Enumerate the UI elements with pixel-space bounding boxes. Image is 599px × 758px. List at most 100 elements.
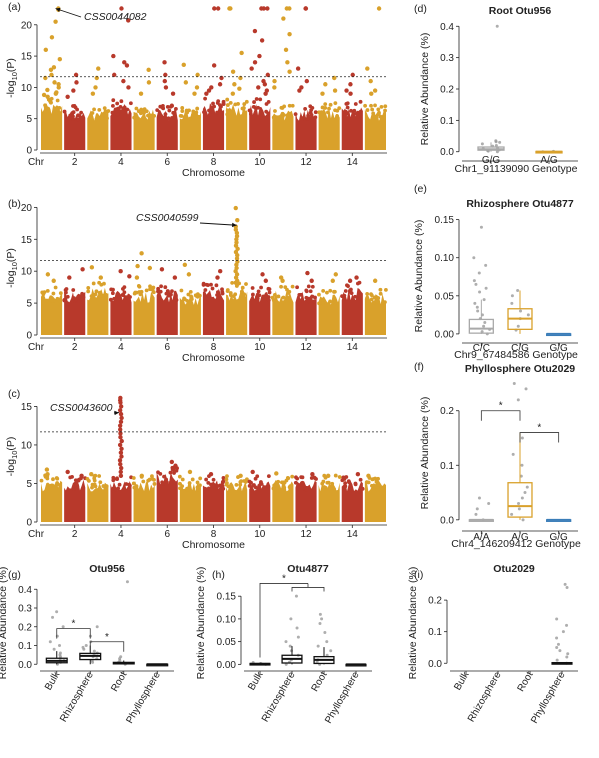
data-point xyxy=(472,279,476,283)
snp-point xyxy=(285,287,289,292)
snp-point xyxy=(124,482,129,486)
snp-point xyxy=(179,288,184,293)
x-axis-label: Chr4_146209412 Genotype xyxy=(451,538,581,550)
snp-point xyxy=(287,103,292,108)
y-label-main: -log xyxy=(5,80,17,98)
snp-point xyxy=(121,106,126,111)
snp-point xyxy=(148,113,153,118)
snp-point xyxy=(249,66,254,71)
data-point xyxy=(320,617,324,621)
data-point xyxy=(498,140,502,144)
snp-point xyxy=(256,105,261,110)
snp-point xyxy=(209,85,214,90)
plot-title: Root Otu956 xyxy=(489,5,552,17)
snp-point xyxy=(304,78,310,84)
snp-point xyxy=(383,108,387,113)
snp-point xyxy=(295,66,301,71)
snp-point xyxy=(281,480,286,485)
snp-point xyxy=(49,72,54,78)
x-tick-label: 14 xyxy=(347,529,359,540)
data-point xyxy=(487,501,491,505)
data-point xyxy=(294,594,298,598)
snp-point xyxy=(212,104,217,109)
snp-point xyxy=(333,299,338,304)
snp-point xyxy=(374,480,379,484)
snp-point xyxy=(158,289,163,294)
annotation-arrowhead xyxy=(114,410,119,416)
snp-point xyxy=(383,104,388,109)
snp-point xyxy=(321,112,326,117)
snp-point xyxy=(180,106,185,110)
snp-point xyxy=(279,284,283,289)
snp-point xyxy=(217,268,223,274)
data-point xyxy=(494,139,498,143)
snp-point xyxy=(358,477,363,482)
snp-point xyxy=(115,101,120,106)
snp-point xyxy=(378,291,383,296)
snp-point xyxy=(52,80,57,85)
snp-point xyxy=(147,265,153,271)
snp-point xyxy=(53,91,59,96)
snp-point xyxy=(335,114,340,118)
snp-point xyxy=(281,295,286,300)
data-point xyxy=(520,436,524,440)
snp-point xyxy=(56,82,61,87)
y-tick-label: 5 xyxy=(26,479,32,490)
snp-point xyxy=(247,483,252,488)
snp-point xyxy=(169,292,173,297)
significance-bracket xyxy=(56,628,91,639)
x-tick-label: 8 xyxy=(211,342,217,353)
y-axis-label: Relative Abundance (%) xyxy=(407,567,419,680)
data-point xyxy=(520,496,524,500)
x-tick-label: A/G xyxy=(511,532,528,543)
chr-body-2 xyxy=(64,479,86,522)
data-point xyxy=(84,644,88,647)
plot-title: Phyllosphere Otu2029 xyxy=(465,363,575,375)
data-point xyxy=(525,485,529,489)
snp-point xyxy=(62,298,67,303)
y-label-tail: (P) xyxy=(5,248,17,262)
snp-point xyxy=(162,78,168,84)
annotation-arrowhead xyxy=(232,222,237,228)
snp-point xyxy=(146,80,152,85)
x-prefix-label: Chr xyxy=(28,342,45,353)
snp-point xyxy=(224,477,229,482)
snp-point xyxy=(86,285,91,290)
snp-point xyxy=(244,282,248,286)
chr-body-15 xyxy=(364,109,386,150)
snp-point xyxy=(195,480,200,485)
y-axis-label: Relative Abundance (%) xyxy=(419,33,431,146)
snp-point xyxy=(195,106,200,111)
snp-point xyxy=(263,91,268,96)
chr-body-13 xyxy=(318,482,340,522)
snp-point xyxy=(41,292,46,297)
y-label-main: -log xyxy=(5,270,17,288)
snp-point xyxy=(44,467,50,472)
panel-label: (b) xyxy=(8,198,21,210)
snp-point xyxy=(177,481,182,486)
panel-label: (c) xyxy=(8,388,20,400)
snp-point xyxy=(342,476,347,481)
snp-point xyxy=(317,301,321,306)
snp-point xyxy=(111,287,115,292)
snp-point xyxy=(194,293,199,298)
snp-point xyxy=(221,102,226,107)
y-tick-label: 10 xyxy=(21,83,33,94)
snp-point xyxy=(118,435,123,440)
data-point xyxy=(61,625,65,629)
snp-point xyxy=(271,115,276,120)
snp-point xyxy=(297,88,302,93)
data-point xyxy=(289,617,293,621)
panel-label: (d) xyxy=(414,3,427,15)
x-tick-label: 4 xyxy=(118,529,124,540)
data-point xyxy=(512,381,516,385)
y-axis-label: Relative Abundance (%) xyxy=(413,220,425,333)
snp-point xyxy=(159,284,163,289)
snp-point xyxy=(303,6,309,11)
snp-point xyxy=(65,294,70,299)
snp-point xyxy=(198,483,202,488)
snp-point xyxy=(220,480,225,485)
snp-point xyxy=(263,278,269,283)
data-point xyxy=(484,263,488,267)
